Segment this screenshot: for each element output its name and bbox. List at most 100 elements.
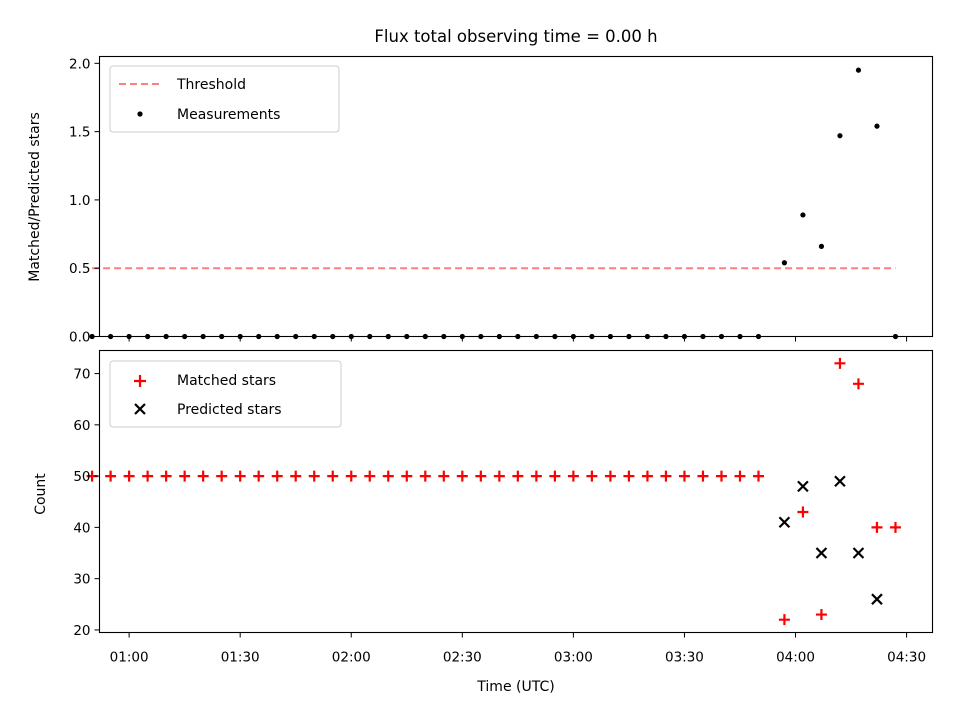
matched-star-point [778, 614, 790, 626]
measurement-point [818, 243, 825, 249]
matched-star-point [475, 470, 487, 482]
measurement-point [837, 133, 843, 139]
legend-predicted-label: Predicted stars [177, 402, 282, 418]
matched-star-point [197, 470, 209, 482]
top-y-tick-label: 0.0 [69, 330, 90, 346]
bottom-legend-box [109, 360, 342, 428]
legend-matched-label: Matched stars [177, 373, 276, 389]
matched-star-point [493, 470, 505, 482]
matched-star-point [234, 470, 246, 482]
predicted-star-point [778, 516, 791, 529]
bottom-y-tick-label: 70 [73, 367, 90, 383]
bottom-panel: 20 30 40 50 60 70 01:00 01:30 02:00 02:30 03:00 03… [33, 349, 934, 695]
bottom-y-tick-label: 50 [73, 469, 90, 485]
top-y-tick-label: 1.0 [69, 193, 90, 209]
bottom-x-tick-label: 03:30 [665, 650, 704, 666]
matched-star-point [871, 521, 883, 533]
matched-star-point [142, 470, 154, 482]
matched-star-point [697, 470, 709, 482]
measurement-point [781, 260, 788, 266]
top-legend: Threshold Measurements [109, 65, 340, 133]
bottom-x-tick-label: 03:00 [554, 650, 593, 666]
matched-star-point [401, 470, 413, 482]
matched-star-point [834, 357, 846, 369]
matched-star-point [623, 470, 635, 482]
bottom-y-tick-label: 60 [73, 418, 90, 434]
predicted-star-point [834, 475, 846, 488]
matched-star-point [797, 506, 809, 518]
matched-star-point [752, 470, 764, 482]
matched-star-point [364, 470, 376, 482]
matched-star-point [382, 470, 394, 482]
bottom-x-tick-label: 01:00 [110, 650, 149, 666]
matched-star-point [678, 470, 690, 482]
matched-stars-points [86, 357, 901, 626]
matched-star-point [734, 470, 746, 482]
chart-title: Flux total observing time = 0.00 h [374, 27, 657, 46]
bottom-y-axis-label: Count [33, 473, 49, 515]
matched-star-point [419, 470, 431, 482]
matched-star-point [604, 470, 616, 482]
matched-star-point [715, 470, 727, 482]
matched-star-point [290, 470, 302, 482]
bottom-y-tick-label: 20 [73, 623, 90, 639]
matched-star-point [345, 470, 357, 482]
top-legend-box [109, 65, 340, 133]
predicted-star-point [815, 547, 828, 559]
legend-measurements-swatch [137, 111, 143, 117]
legend-measurements-label: Measurements [177, 107, 280, 123]
matched-star-point [308, 470, 320, 482]
matched-star-point [105, 470, 117, 482]
bottom-x-ticks: 01:00 01:30 02:00 02:30 03:00 03:30 04:00 04:30 [110, 632, 926, 666]
predicted-star-point [871, 593, 883, 605]
matched-star-point [586, 470, 598, 482]
top-y-tick-label: 2.0 [69, 56, 90, 72]
bottom-y-tick-label: 30 [73, 572, 90, 588]
bottom-x-tick-label: 04:00 [776, 650, 815, 666]
bottom-x-tick-label: 02:30 [443, 650, 482, 666]
matched-star-point [660, 470, 672, 482]
matched-star-point [327, 470, 339, 482]
matched-star-point [512, 470, 524, 482]
matched-star-point [641, 470, 653, 482]
measurement-point [89, 333, 95, 340]
matched-star-point [549, 470, 561, 482]
bottom-y-tick-label: 40 [73, 520, 90, 536]
measurement-point [874, 123, 880, 129]
matched-star-point [530, 470, 542, 482]
top-y-tick-label: 0.5 [69, 261, 90, 277]
predicted-stars-points [778, 475, 883, 605]
matched-star-point [889, 521, 901, 533]
bottom-x-tick-label: 04:30 [887, 650, 926, 666]
matched-star-point [456, 470, 468, 482]
matched-star-point [216, 470, 228, 482]
predicted-star-point [852, 547, 865, 559]
top-y-ticks: 0.0 0.5 1.0 1.5 2.0 [69, 56, 100, 346]
bottom-y-ticks: 20 30 40 50 60 70 [73, 367, 100, 639]
matched-star-point [271, 470, 283, 482]
top-y-tick-label: 1.5 [69, 125, 90, 141]
top-y-axis-label: Matched/Predicted stars [27, 112, 43, 282]
matched-star-point [438, 470, 450, 482]
top-plot-frame [98, 55, 934, 338]
matched-star-point [567, 470, 579, 482]
matched-star-point [815, 609, 827, 621]
matched-star-point [160, 470, 172, 482]
x-axis-label: Time (UTC) [476, 679, 554, 695]
legend-matched-swatch [134, 375, 146, 387]
measurement-point [855, 67, 862, 73]
bottom-plot-frame [98, 349, 934, 634]
bottom-legend: Matched stars Predicted stars [109, 360, 342, 428]
measurement-point [800, 212, 806, 218]
legend-predicted-swatch [134, 403, 146, 415]
top-x-ticks [128, 336, 908, 342]
matched-star-point [179, 470, 191, 482]
matched-star-point [253, 470, 265, 482]
bottom-x-tick-label: 01:30 [221, 650, 260, 666]
top-panel: 0.00.51.01.52.0 Matched/Predicted stars … [27, 55, 934, 346]
predicted-star-point [797, 480, 809, 493]
bottom-x-tick-label: 02:00 [332, 650, 371, 666]
legend-threshold-label: Threshold [176, 77, 246, 93]
matched-star-point [852, 378, 864, 390]
